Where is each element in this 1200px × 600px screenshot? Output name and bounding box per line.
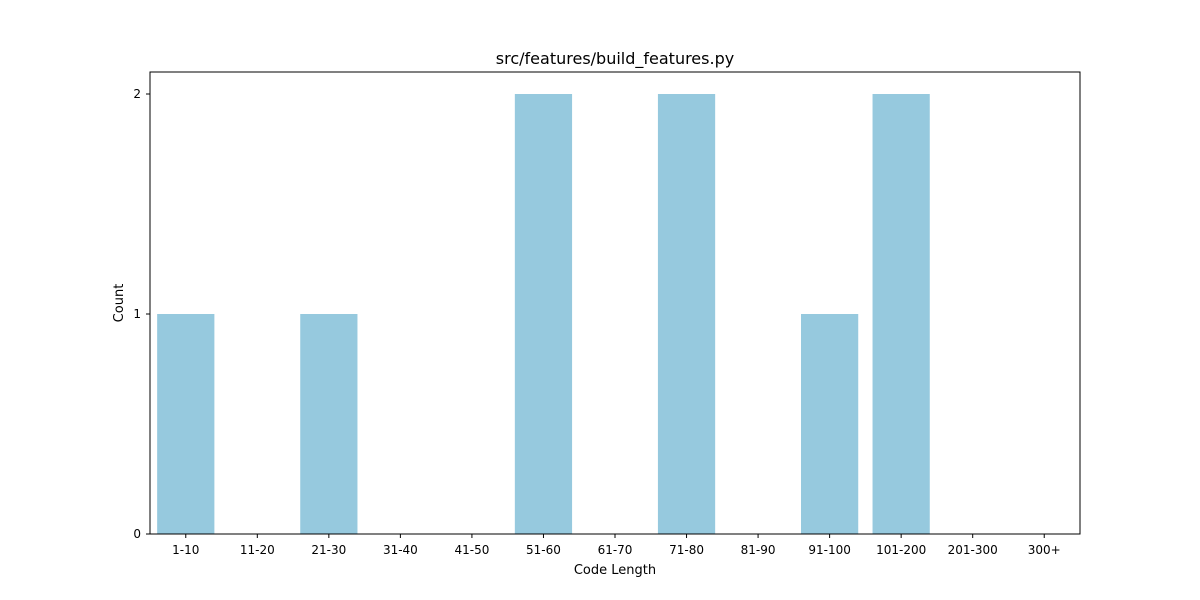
x-tick-label: 31-40 xyxy=(383,543,418,557)
x-tick-label: 51-60 xyxy=(526,543,561,557)
y-axis-label: Count xyxy=(112,284,127,323)
x-tick-label: 101-200 xyxy=(876,543,926,557)
bars-group xyxy=(157,94,930,534)
y-axis-ticks: 0 1 2 xyxy=(133,87,150,541)
bar-71-80 xyxy=(657,94,716,534)
x-tick-label: 81-90 xyxy=(741,543,776,557)
x-tick-label: 61-70 xyxy=(598,543,633,557)
plot-frame xyxy=(149,71,1081,535)
x-axis-label: Code Length xyxy=(574,563,656,578)
y-tick-label: 0 xyxy=(133,527,141,541)
y-tick-label: 2 xyxy=(133,87,141,101)
chart-title: src/features/build_features.py xyxy=(496,49,734,69)
x-tick-label: 1-10 xyxy=(172,543,199,557)
x-tick-label: 300+ xyxy=(1028,543,1061,557)
x-tick-label: 11-20 xyxy=(240,543,275,557)
x-tick-label: 91-100 xyxy=(808,543,851,557)
bar-91-100 xyxy=(801,314,859,534)
bar-1-10 xyxy=(157,314,215,534)
x-tick-label: 201-300 xyxy=(948,543,998,557)
x-axis-ticks: 1-10 11-20 21-30 31-40 41-50 51-60 61-70 71-80 8… xyxy=(172,534,1061,557)
x-tick-label: 21-30 xyxy=(311,543,346,557)
y-tick-label: 1 xyxy=(133,307,141,321)
bar-21-30 xyxy=(300,314,358,534)
x-tick-label: 71-80 xyxy=(669,543,704,557)
x-tick-label: 41-50 xyxy=(454,543,489,557)
bar-51-60 xyxy=(514,94,573,534)
bar-101-200 xyxy=(872,94,930,534)
